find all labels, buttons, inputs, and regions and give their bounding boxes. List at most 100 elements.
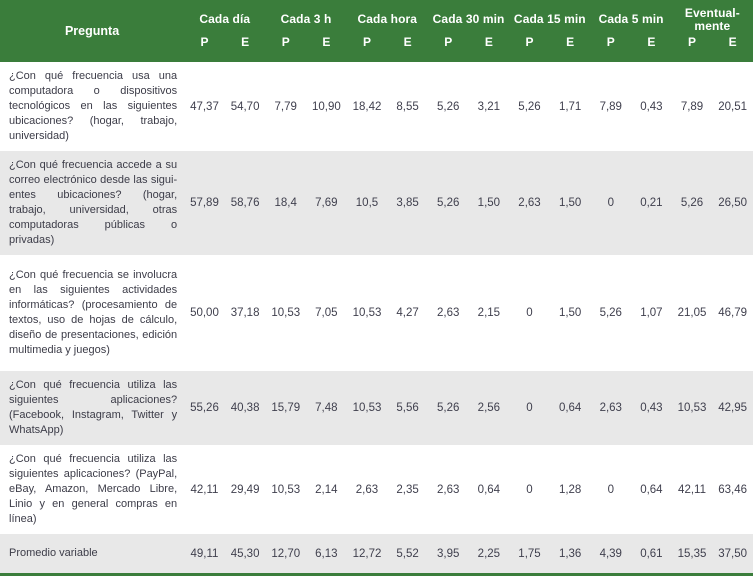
subheader-p: P [184, 35, 225, 62]
question-cell: ¿Con qué frecuencia se involu­cra en las… [9, 269, 178, 356]
value-cell: 5,26 [599, 307, 622, 319]
value-cell: 47,37 [190, 100, 219, 113]
table-row: ¿Con qué frecuencia se involu­cra en las… [0, 255, 753, 371]
table-body: ¿Con qué frecuencia usa una com­putadora… [0, 62, 753, 573]
value-cell: 4,39 [599, 547, 622, 560]
column-group-cada-15min: Cada 15 min [509, 0, 591, 35]
value-cell: 2,35 [396, 483, 419, 496]
value-cell: 10,53 [677, 402, 707, 414]
column-group-cada-hora: Cada hora [346, 0, 428, 35]
value-cell: 50,00 [190, 307, 219, 319]
value-cell: 42,11 [190, 483, 219, 496]
value-cell: 2,63 [437, 307, 460, 319]
subheader-p: P [590, 35, 632, 62]
value-cell: 5,26 [680, 197, 704, 209]
table-row: ¿Con qué frecuencia utiliza las siguient… [0, 371, 753, 445]
value-cell: 10,5 [355, 197, 379, 209]
value-cell: 5,52 [396, 547, 419, 560]
value-cell: 2,63 [437, 483, 460, 496]
value-cell: 18,4 [274, 197, 297, 209]
value-cell: 0 [526, 307, 533, 319]
value-cell: 2,63 [518, 197, 541, 209]
value-cell: 49,11 [190, 547, 219, 560]
value-cell: 15,79 [271, 402, 301, 414]
value-cell: 2,25 [477, 547, 501, 560]
subheader-e: E [631, 35, 672, 62]
value-cell: 42,95 [718, 402, 748, 414]
value-cell: 5,26 [437, 402, 460, 414]
column-header-pregunta: Pregunta [0, 0, 185, 62]
value-cell: 0 [607, 197, 614, 209]
value-cell: 8,55 [396, 100, 419, 113]
value-cell: 1,28 [558, 483, 582, 496]
subheader-e: E [387, 35, 428, 62]
value-cell: 0,43 [640, 100, 663, 113]
value-cell: 42,11 [678, 483, 706, 496]
table-header: Pregunta Cada día Cada 3 h Cada hora Cad… [0, 0, 753, 62]
value-cell: 4,27 [396, 307, 419, 319]
value-cell: 3,95 [437, 547, 460, 560]
value-cell: 0,64 [477, 483, 501, 496]
value-cell: 3,21 [477, 100, 501, 113]
value-cell: 1,36 [558, 547, 582, 560]
value-cell: 3,85 [396, 197, 419, 209]
subheader-e: E [468, 35, 510, 62]
value-cell: 7,79 [274, 100, 297, 113]
value-cell: 5,26 [518, 100, 541, 113]
subheader-e: E [712, 35, 753, 62]
value-cell: 54,70 [230, 100, 260, 113]
value-cell: 1,07 [640, 307, 663, 319]
value-cell: 5,56 [396, 402, 419, 414]
value-cell: 57,89 [190, 197, 219, 209]
value-cell: 0 [526, 402, 533, 414]
subheader-p: P [346, 35, 388, 62]
value-cell: 2,15 [477, 307, 501, 319]
header-sub-row: P E P E P E P E P E P E P E [0, 35, 753, 62]
value-cell: 18,42 [352, 100, 382, 113]
subheader-p: P [427, 35, 469, 62]
value-cell: 0,61 [640, 547, 663, 560]
value-cell: 0,64 [558, 402, 582, 414]
column-group-cada-3h: Cada 3 h [265, 0, 347, 35]
subheader-e: E [224, 35, 266, 62]
value-cell: 5,26 [437, 197, 460, 209]
subheader-p: P [671, 35, 713, 62]
value-cell: 15,35 [677, 547, 707, 560]
value-cell: 10,53 [352, 402, 382, 414]
column-group-cada-30min: Cada 30 min [427, 0, 510, 35]
column-group-cada-dia: Cada día [184, 0, 266, 35]
value-cell: 58,76 [230, 197, 260, 209]
value-cell: 37,50 [718, 547, 748, 560]
value-cell: 21,05 [677, 307, 707, 319]
value-cell: 26,50 [718, 197, 748, 209]
value-cell: 0,43 [640, 402, 663, 414]
value-cell: 37,18 [230, 307, 260, 319]
value-cell: 10,53 [352, 307, 382, 319]
value-cell: 45,30 [230, 547, 260, 560]
value-cell: 1,71 [558, 100, 582, 113]
value-cell: 55,26 [190, 402, 219, 414]
value-cell: 46,79 [718, 307, 748, 319]
subheader-p: P [509, 35, 550, 62]
question-cell: ¿Con qué frecuencia utiliza las siguient… [9, 453, 178, 525]
value-cell: 2,14 [315, 483, 338, 496]
value-cell: 1,75 [518, 547, 541, 560]
question-cell: ¿Con qué frecuencia utiliza las siguient… [9, 379, 178, 436]
value-cell: 10,53 [271, 483, 301, 496]
value-cell: 29,49 [230, 483, 260, 496]
value-cell: 2,63 [355, 483, 379, 496]
value-cell: 1,50 [477, 197, 501, 209]
table-row: ¿Con qué frecuencia utiliza las siguient… [0, 445, 753, 534]
value-cell: 7,69 [315, 197, 338, 209]
value-cell: 7,89 [599, 100, 622, 113]
value-cell: 20,51 [718, 100, 748, 113]
subheader-e: E [549, 35, 591, 62]
value-cell: 1,50 [558, 307, 582, 319]
question-cell: ¿Con qué frecuencia accede a su correo e… [9, 159, 178, 246]
column-group-eventualmente: Eventual- mente [671, 0, 753, 35]
header-group-row: Pregunta Cada día Cada 3 h Cada hora Cad… [0, 0, 753, 62]
value-cell: 2,56 [477, 402, 501, 414]
summary-row: Promedio variable 49,11 45,30 12,70 6,13 12,7… [0, 534, 753, 573]
